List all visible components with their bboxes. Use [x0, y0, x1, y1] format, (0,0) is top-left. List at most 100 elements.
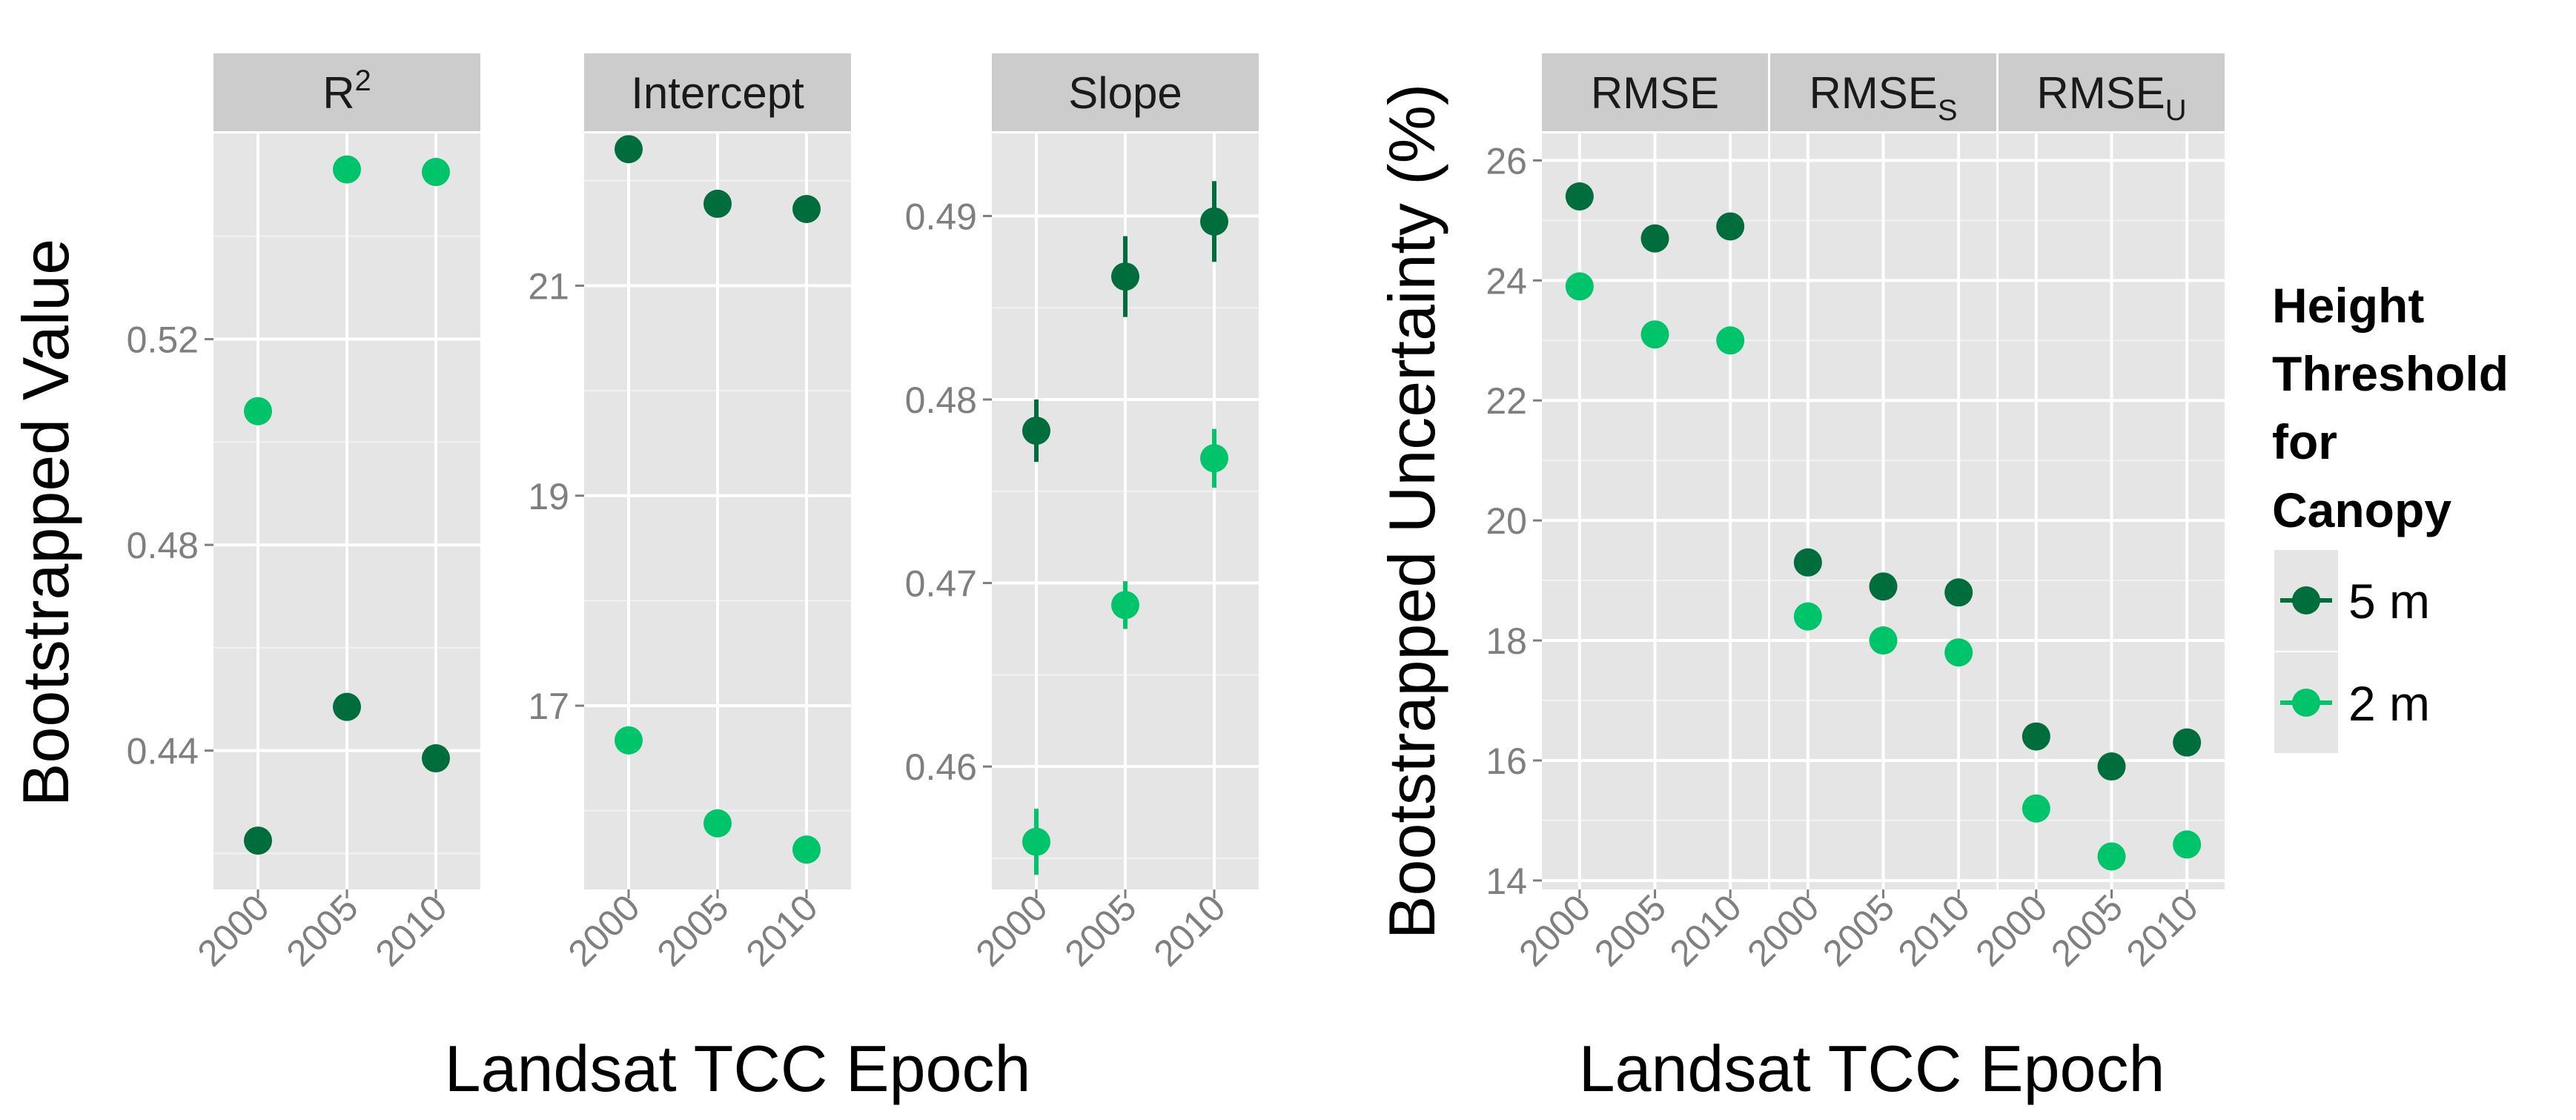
- point-5m-2000: [2022, 722, 2050, 751]
- y-tick-label: 0.48: [127, 525, 199, 566]
- point-5m-2010: [2173, 728, 2202, 757]
- x-tick-label: 2010: [1662, 887, 1749, 974]
- point-2m-2005: [1640, 320, 1669, 349]
- right-x-axis-title: Landsat TCC Epoch: [1579, 1032, 2165, 1105]
- legend-title-line: Canopy: [2272, 483, 2451, 537]
- y-tick-label: 0.49: [905, 196, 977, 237]
- y-tick-label: 18: [1486, 620, 1527, 662]
- strip-label-rmse: RMSE: [1591, 68, 1719, 118]
- legend-title-line: Threshold: [2272, 346, 2509, 401]
- strip-label-rmses: RMSES: [1809, 68, 1957, 127]
- x-tick-label: 2000: [1739, 887, 1827, 974]
- point-5m-2010: [422, 744, 450, 773]
- legend-key-point: [2292, 689, 2320, 717]
- y-tick-label: 26: [1486, 140, 1527, 182]
- x-tick-label: 2010: [1146, 887, 1234, 974]
- y-tick-label: 21: [528, 265, 569, 307]
- point-5m-2005: [1640, 224, 1669, 253]
- point-5m-2005: [2097, 752, 2126, 781]
- strip-slope: [992, 53, 1259, 131]
- strip-rmse: [1542, 53, 1768, 131]
- y-tick-label: 0.48: [905, 380, 977, 421]
- x-tick-label: 2005: [649, 887, 737, 974]
- point-5m-2010: [792, 195, 821, 223]
- strip-label-r2: R2: [322, 64, 371, 118]
- x-tick-label: 2005: [1057, 887, 1145, 974]
- point-5m-2010: [1200, 207, 1228, 236]
- x-tick-label: 2000: [190, 887, 277, 974]
- point-2m-2000: [1565, 272, 1594, 301]
- point-2m-2010: [1944, 638, 1973, 667]
- legend-key-point: [2292, 586, 2320, 614]
- x-tick-label: 2000: [560, 887, 648, 974]
- x-tick-label: 2005: [2043, 887, 2130, 974]
- point-2m-2000: [2022, 794, 2050, 823]
- strip-intercept: [584, 53, 851, 131]
- x-tick-label: 2000: [968, 887, 1056, 974]
- point-5m-2005: [703, 189, 732, 218]
- strip-label-intercept: Intercept: [631, 68, 804, 118]
- y-tick-label: 20: [1486, 500, 1527, 542]
- point-5m-2005: [1111, 262, 1139, 291]
- x-tick-label: 2010: [368, 887, 455, 974]
- point-2m-2005: [333, 155, 361, 184]
- point-5m-2000: [244, 826, 272, 855]
- x-tick-label: 2010: [2119, 887, 2206, 974]
- strip-label-slope: Slope: [1068, 68, 1182, 118]
- point-5m-2000: [1022, 417, 1050, 445]
- panel-slope: Slope 0.46 0.47 0.48 0.49 2000 2005 2010: [905, 53, 1259, 974]
- point-2m-2000: [1793, 602, 1822, 631]
- strip-label-rmseu: RMSEU: [2036, 68, 2186, 127]
- point-5m-2010: [1944, 578, 1973, 607]
- point-2m-2005: [1869, 626, 1898, 655]
- legend: Height Threshold for Canopy 5 m 2 m: [2272, 278, 2509, 753]
- strip-rmses: [1770, 53, 1996, 131]
- panel-r2: R2 0.44 0.48 0.52 2000 2005 2010: [127, 53, 480, 974]
- y-tick-label: 0.47: [905, 563, 977, 605]
- legend-label: 5 m: [2348, 574, 2430, 629]
- legend-title-line: for: [2272, 414, 2337, 469]
- y-tick-label: 19: [528, 476, 569, 517]
- x-tick-label: 2010: [1890, 887, 1978, 974]
- point-5m-2005: [333, 692, 361, 721]
- point-2m-2010: [422, 158, 450, 187]
- point-5m-2000: [1565, 182, 1594, 211]
- x-tick-label: 2005: [1586, 887, 1674, 974]
- point-2m-2005: [1111, 591, 1139, 620]
- point-2m-2010: [2173, 830, 2202, 859]
- right-y-axis-title: Bootstrapped Uncertainty (%): [1375, 84, 1448, 939]
- point-2m-2010: [792, 835, 821, 864]
- y-tick-label: 17: [528, 686, 569, 727]
- point-5m-2000: [615, 135, 643, 164]
- strip-r2: [213, 53, 480, 131]
- y-tick-label: 0.52: [127, 319, 199, 361]
- x-tick-label: 2000: [1967, 887, 2055, 974]
- y-tick-label: 24: [1486, 260, 1527, 302]
- x-tick-label: 2005: [1815, 887, 1902, 974]
- strip-rmseu: [1999, 53, 2225, 131]
- y-tick-label: 22: [1486, 380, 1527, 422]
- point-2m-2005: [2097, 842, 2126, 871]
- point-2m-2000: [244, 397, 272, 425]
- left-y-axis-title: Bootstrapped Value: [9, 239, 82, 806]
- x-tick-label: 2005: [279, 887, 366, 974]
- legend-label: 2 m: [2348, 676, 2430, 731]
- legend-title-line: Height: [2272, 278, 2424, 333]
- point-5m-2010: [1716, 212, 1745, 241]
- point-2m-2010: [1716, 326, 1745, 355]
- point-5m-2005: [1869, 572, 1898, 601]
- point-5m-2000: [1793, 548, 1822, 577]
- y-tick-label: 0.44: [127, 731, 199, 772]
- point-2m-2005: [703, 809, 732, 838]
- point-2m-2000: [615, 726, 643, 755]
- y-tick-label: 0.46: [905, 746, 977, 788]
- y-tick-label: 16: [1486, 740, 1527, 782]
- point-2m-2000: [1022, 827, 1050, 856]
- left-x-axis-title: Landsat TCC Epoch: [445, 1032, 1031, 1105]
- panel-intercept: Intercept 17 19 21 2000 2005 2010: [528, 53, 851, 974]
- point-2m-2010: [1200, 444, 1228, 473]
